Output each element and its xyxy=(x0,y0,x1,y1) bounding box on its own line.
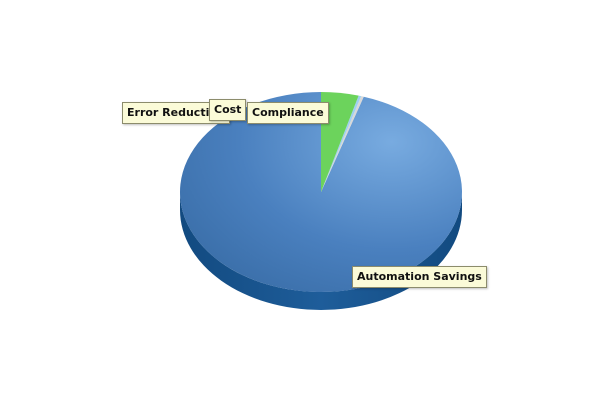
slice-label-error-reduction: Error Reduction xyxy=(122,102,230,124)
pie-top-face xyxy=(179,92,462,292)
slice-label-compliance: Compliance xyxy=(247,102,329,124)
slice-label-cost: Cost xyxy=(209,99,247,121)
pie-slice-error-reduction xyxy=(321,96,364,192)
pie-slice-cost xyxy=(321,95,362,192)
slice-label-automation-savings: Automation Savings xyxy=(352,266,487,288)
pie-slice-compliance xyxy=(321,92,359,192)
